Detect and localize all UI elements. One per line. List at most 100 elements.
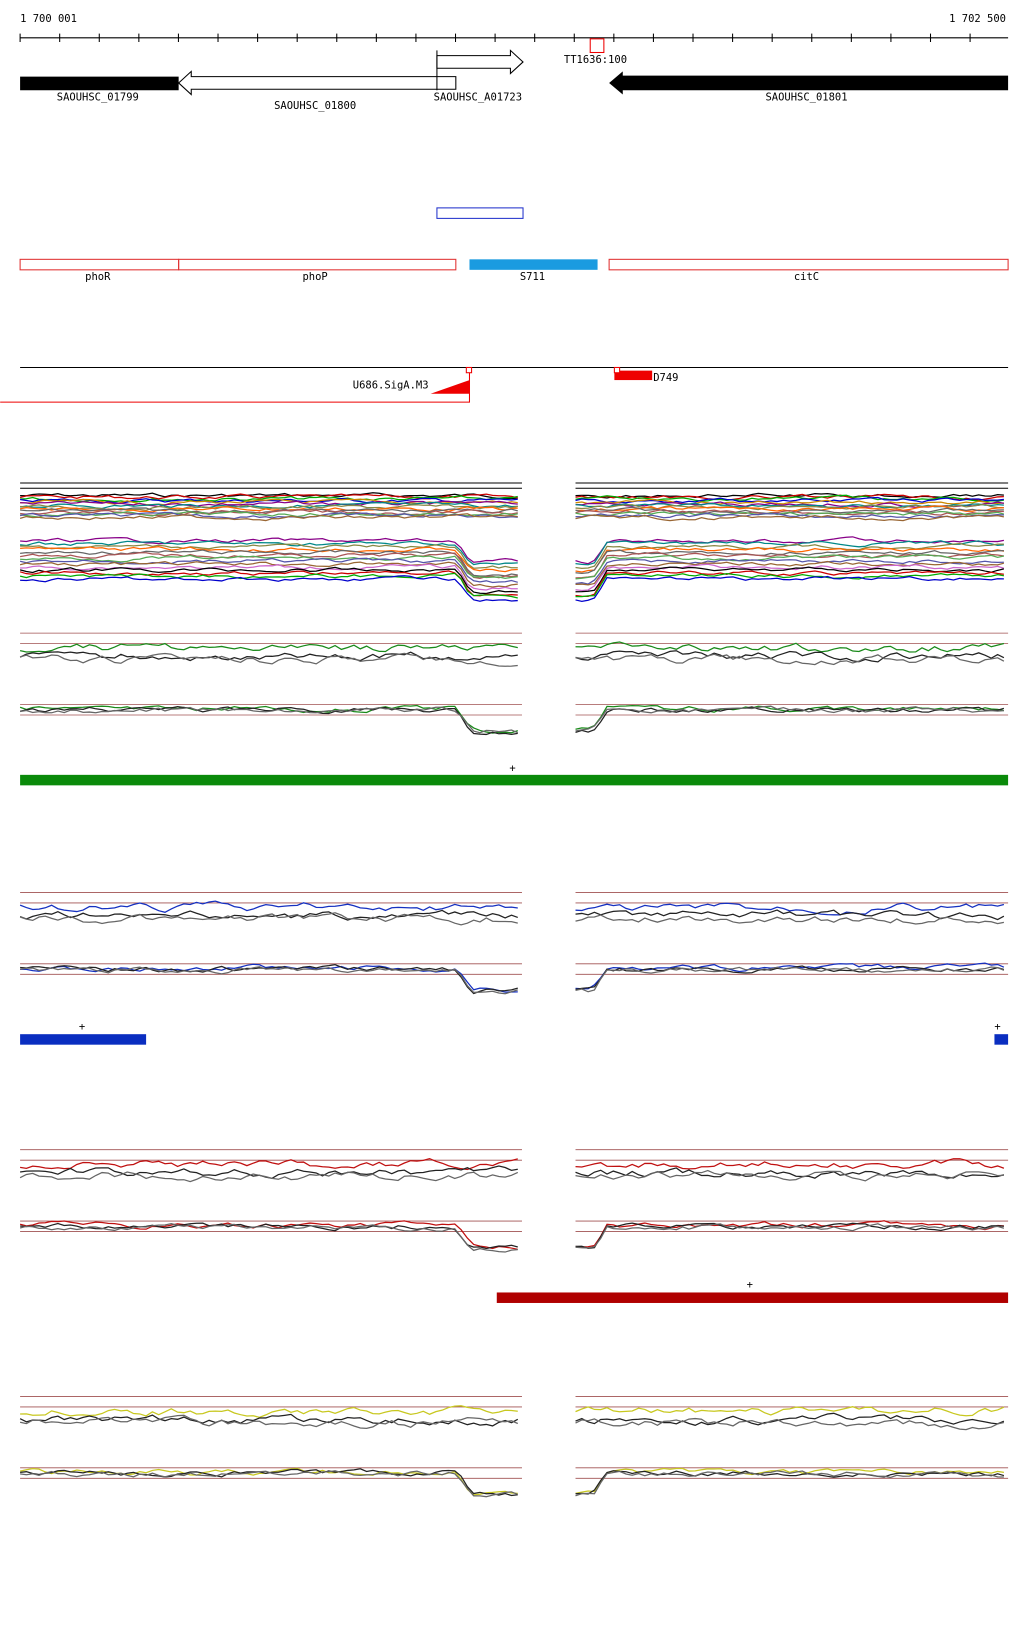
- ruler-ticks: [19, 33, 971, 42]
- expression-line: [575, 1470, 1005, 1495]
- expression-tracks: [19, 482, 1009, 1498]
- expression-line: [20, 510, 518, 518]
- segments: + + + +: [20, 763, 1009, 1303]
- segment-bar: [496, 1292, 1009, 1303]
- expression-line: [20, 545, 518, 573]
- gene-arrow: [177, 70, 457, 96]
- expression-line: [575, 570, 1004, 597]
- expression-line: [19, 642, 518, 653]
- expression-line: [575, 1406, 1005, 1417]
- expression-line: [19, 557, 518, 584]
- expression-line: [20, 507, 518, 515]
- expression-line: [575, 1167, 1005, 1179]
- expression-line: [19, 513, 518, 522]
- expression-line: [20, 549, 518, 577]
- gene-arrow: [20, 76, 179, 91]
- segment-bar: [994, 1034, 1009, 1045]
- segment-bar: [20, 1034, 147, 1045]
- ruler: 1 700 001 1 702 500: [19, 13, 1009, 42]
- promoter-label: D749: [653, 372, 678, 384]
- ruler-end: 1 702 500: [949, 13, 1006, 25]
- expression-line: [20, 706, 519, 734]
- expression-line: [575, 1223, 1005, 1249]
- gene-label: SAOUHSC_01800: [274, 100, 356, 112]
- expression-line: [19, 705, 518, 736]
- expression-line: [575, 558, 1004, 585]
- expression-line: [20, 543, 518, 569]
- expression-line: [20, 575, 518, 602]
- expression-line: [575, 1222, 1004, 1250]
- expression-line: [19, 1413, 519, 1427]
- strand-label: +: [994, 1021, 1000, 1033]
- promoter-label: U686.SigA.M3: [353, 379, 429, 391]
- region-box: [178, 258, 457, 271]
- expression-line: [575, 560, 1005, 586]
- expression-line: [19, 566, 518, 595]
- expression-line: [19, 909, 518, 921]
- expression-line: [575, 705, 1004, 732]
- expression-line: [19, 560, 518, 588]
- expression-line: [20, 552, 518, 580]
- promoter-triangle: [430, 380, 470, 394]
- ruler-start: 1 700 001: [20, 13, 77, 25]
- expression-line: [20, 964, 518, 995]
- expression-line: [19, 1171, 519, 1183]
- region-label: citC: [794, 271, 819, 283]
- expression-line: [575, 514, 1005, 522]
- expression-line: [575, 498, 1004, 505]
- expression-line: [19, 912, 518, 926]
- gene-arrow: [436, 49, 524, 75]
- gene-arrow: [609, 71, 1009, 95]
- terminator-box: [589, 38, 605, 54]
- expression-line: [19, 652, 518, 667]
- expression-line: [20, 501, 518, 510]
- segment-bar: [20, 774, 1009, 786]
- expression-line: [575, 1412, 1005, 1426]
- expression-line: [575, 962, 1005, 990]
- expression-line: [575, 650, 1005, 663]
- expression-line: [575, 494, 1004, 503]
- expression-line: [19, 1414, 519, 1429]
- expression-line: [20, 537, 518, 563]
- promoter-box: [614, 370, 653, 381]
- expression-line: [575, 641, 1005, 653]
- promoters: U686.SigA.M3 D749: [0, 366, 1009, 403]
- expression-line: [575, 496, 1004, 504]
- expression-line: [575, 966, 1005, 993]
- expression-line: [575, 1220, 1004, 1248]
- gene-label: SAOUHSC_01801: [765, 92, 847, 104]
- expression-line: [20, 1470, 519, 1498]
- region-box: [608, 258, 1009, 271]
- expression-line: [20, 563, 518, 591]
- expression-line: [20, 1405, 518, 1418]
- terminator-label: TT1636:100: [564, 54, 627, 66]
- gene-label: SAOUHSC_A01723: [434, 92, 522, 104]
- expression-line: [20, 492, 518, 500]
- strand-label: +: [509, 763, 515, 775]
- region-label: phoP: [303, 271, 328, 283]
- expression-line: [575, 1470, 1004, 1497]
- expression-line: [575, 575, 1004, 603]
- expression-line: [575, 1417, 1005, 1431]
- expression-line: [20, 509, 518, 517]
- feature-box: [436, 207, 524, 219]
- region-box: [469, 259, 598, 270]
- expression-line: [575, 653, 1005, 666]
- expression-line: [19, 1222, 518, 1253]
- expression-line: [20, 495, 518, 503]
- promoter-tick: [613, 366, 621, 374]
- strand-label: +: [747, 1279, 753, 1291]
- expression-line: [575, 510, 1005, 517]
- expression-line: [575, 909, 1005, 921]
- expression-line: [19, 572, 518, 599]
- promoter-tick: [465, 366, 473, 374]
- expression-line: [575, 902, 1005, 916]
- expression-line: [575, 493, 1004, 501]
- expression-line: [575, 1158, 1005, 1170]
- expression-line: [575, 566, 1005, 593]
- region-box: [19, 258, 180, 271]
- expression-line: [19, 900, 518, 913]
- genes: SAOUHSC_01799 SAOUHSC_01800 SAOUHSC_A017…: [20, 38, 1009, 112]
- expression-line: [19, 511, 518, 520]
